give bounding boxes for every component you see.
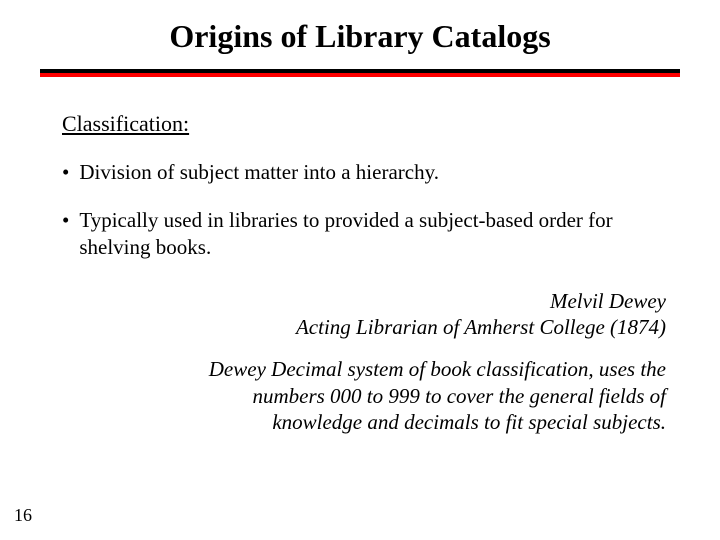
attribution-block: Melvil Dewey Acting Librarian of Amherst… [62,288,670,341]
description-text: Dewey Decimal system of book classificat… [62,356,670,435]
divider-red [40,73,680,77]
attribution-role: Acting Librarian of Amherst College (187… [62,314,666,340]
slide-container: Origins of Library Catalogs Classificati… [0,0,720,540]
attribution-name: Melvil Dewey [62,288,666,314]
subheading: Classification: [62,111,670,137]
bullet-text: Division of subject matter into a hierar… [79,159,439,185]
bullet-icon: • [62,159,69,185]
bullet-item: • Typically used in libraries to provide… [62,207,670,260]
bullet-item: • Division of subject matter into a hier… [62,159,670,185]
bullet-text: Typically used in libraries to provided … [79,207,670,260]
slide-title: Origins of Library Catalogs [40,18,680,55]
bullet-icon: • [62,207,69,233]
page-number: 16 [14,505,32,526]
content-area: Classification: • Division of subject ma… [40,111,680,435]
